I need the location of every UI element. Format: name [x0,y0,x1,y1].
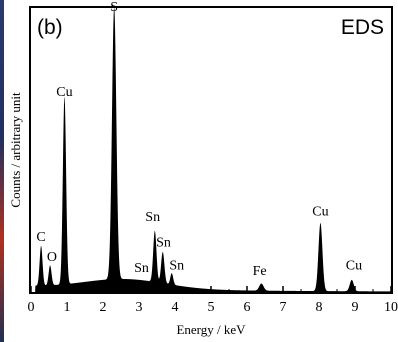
x-tick-label: 8 [316,300,323,315]
x-tick-label: 4 [172,300,179,315]
peak-label: S [110,0,118,15]
peak-label: C [36,230,45,245]
plot-frame [29,6,393,294]
panel-label: (b) [37,16,63,39]
x-tick-label: 3 [136,300,143,315]
peak-label: Sn [156,236,171,251]
peak-label: Fe [253,264,267,279]
peak-label: O [47,250,57,265]
x-tick-label: 1 [64,300,71,315]
peak-label: Cu [346,258,362,273]
left-edge-strip [0,0,4,342]
x-tick-label: 10 [384,300,398,315]
x-tick-label: 6 [244,300,251,315]
x-tick-label: 7 [280,300,287,315]
x-tick-label: 0 [28,300,35,315]
technique-label: EDS [341,16,384,39]
x-tick-label: 2 [100,300,107,315]
x-axis-title: Energy / keV [176,322,246,337]
spectrum-area [31,8,391,292]
peak-label: Sn [134,261,149,276]
peak-label: Cu [312,204,328,219]
peak-label: Cu [56,85,72,100]
x-tick-label: 9 [352,300,359,315]
x-ticks: 0 1 2 3 4 5 6 7 8 9 10 [28,286,398,315]
peak-label: Sn [169,258,184,273]
peak-labels: CO Cu S Sn Sn Sn Sn Fe Cu Cu [36,0,362,279]
y-axis-title: Counts / arbitrary unit [8,92,23,208]
spectrum-layer [31,8,391,292]
x-tick-label: 5 [208,300,215,315]
peak-label: Sn [145,210,160,225]
